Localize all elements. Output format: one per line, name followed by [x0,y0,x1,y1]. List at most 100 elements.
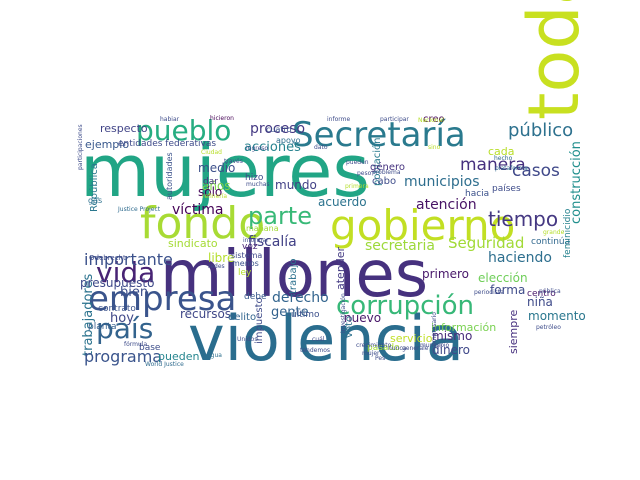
word-hecho: hecho [494,155,513,162]
word-cada: cada [488,145,515,158]
word-siempre: siempre [507,309,520,354]
word-haciendo: haciendo [488,250,552,266]
word-poblacion: población [371,138,383,186]
word-proceso: proceso [250,121,305,137]
word-municipios: municipios [404,174,480,190]
word-paises: países [492,184,521,194]
word-muchas: muchas [246,181,270,188]
word-forma: forma [490,283,525,297]
word-planta: planta [88,322,116,332]
word-toda: toda [513,0,595,120]
word-tiempo: tiempo [488,207,558,231]
word-importante: importante [84,250,173,269]
word-ciudad: Ciudad [201,149,222,156]
word-manana: mañana [246,224,279,233]
word-pueden: pueden [158,350,199,363]
word-pasado: pasado [367,343,400,353]
word-feminicidio: feminicidio [563,208,573,258]
word-corrupcion: corrupción [336,291,474,321]
word-generale: generale [402,345,429,352]
word-informe: informe [327,116,350,123]
word-world-justice: World Justice [145,361,184,368]
word-gente: gente [271,305,309,320]
word-nuevo: nuevo [344,311,381,325]
word-hacia: hacia [465,189,489,199]
word-republica: República [88,163,100,212]
word-atencion: atención [416,197,477,213]
word-menos: menos [232,259,259,268]
word-respecto: respecto [100,122,148,135]
word-sindicato: sindicato [168,237,218,250]
word-nacional: Nacional [418,117,444,124]
word-primera: primera [345,183,369,190]
word-informacion: información [431,321,496,334]
word-unidos: Unidos [237,336,257,343]
word-libre: libre [208,251,234,265]
word-contrato: contrato [98,304,136,314]
word-gobierno: gobierno [330,201,515,250]
word-apoyo: apoyo [276,136,301,145]
word-mismo: mismo [432,329,472,343]
word-voto: voto [344,316,355,338]
word-solo: sólo [198,185,222,199]
word-entidades-federativas: entidades federativas [118,139,216,149]
word-presupuesto: presupuesto [80,276,154,290]
word-mundo: mundo [275,178,317,192]
word-seguridad: Seguridad [448,234,524,252]
word-gas: gas [88,196,102,205]
word-casos: casos [512,161,560,181]
word-ejemplo: ejemplo [85,138,129,151]
word-problema: problema [372,169,401,176]
word-parte: parte [248,202,312,230]
word-momento: momento [528,309,586,323]
word-participaciones: participaciones [77,124,84,170]
word-dar: dar [203,177,218,187]
word-cuatro: cuatro [266,125,292,134]
word-odebrecht: Odebrecht [89,254,126,262]
word-autoridades: autoridades [165,152,174,200]
word-publica: pública [539,288,561,295]
word-victima: víctima [172,202,223,218]
word-cual: cuál [312,336,325,343]
word-vida: vida [96,256,155,289]
word-empresario: empresario [431,312,438,346]
word-atender: atender [334,246,347,290]
word-redes: redes [208,263,225,270]
word-recursos: recursos [180,307,231,321]
word-pais: país [96,312,153,345]
word-habiar: habiar [160,116,180,123]
word-periodista: periodista [474,289,504,296]
word-dinero: dinero [432,343,470,357]
word-mujeres: mujeres [80,129,370,213]
word-justice-project: Justice Project [117,206,161,213]
word-sino: sino [428,144,441,151]
word-eleccion: elección [478,271,528,285]
word-anos: años [202,179,231,193]
word-municipio: municipio [420,342,450,349]
word-creo: creo [423,114,445,125]
word-publico: público [508,120,573,141]
word-medio: medio [198,161,235,175]
word-trabajadores: trabajadores [81,274,96,356]
word-pueden: pueden [346,159,369,166]
word-fondo: fondo [140,198,265,249]
word-secretaria: Secretaría [292,115,466,155]
word-dato: dato [314,144,328,151]
word-mujer: mujer [362,350,380,357]
word-acuerdo: acuerdo [318,195,367,209]
word-agua: agua [207,352,222,359]
word-informar: informar [243,237,269,244]
word-debe: debe [244,292,267,302]
word-delito: delito [228,312,256,323]
word-refineria: refinería [202,193,227,200]
word-primero: primero [422,267,469,281]
word-hoy: hoy [110,311,134,326]
word-bien: bien [120,285,148,300]
word-ley: ley [238,268,252,278]
word-tendemos: tendemos [300,347,330,354]
word-empresa: empresa [88,279,236,319]
word-millones: millones [160,238,428,312]
word-pueblo: pueblo [136,114,231,147]
word-trabajo: trabajo [288,258,299,294]
